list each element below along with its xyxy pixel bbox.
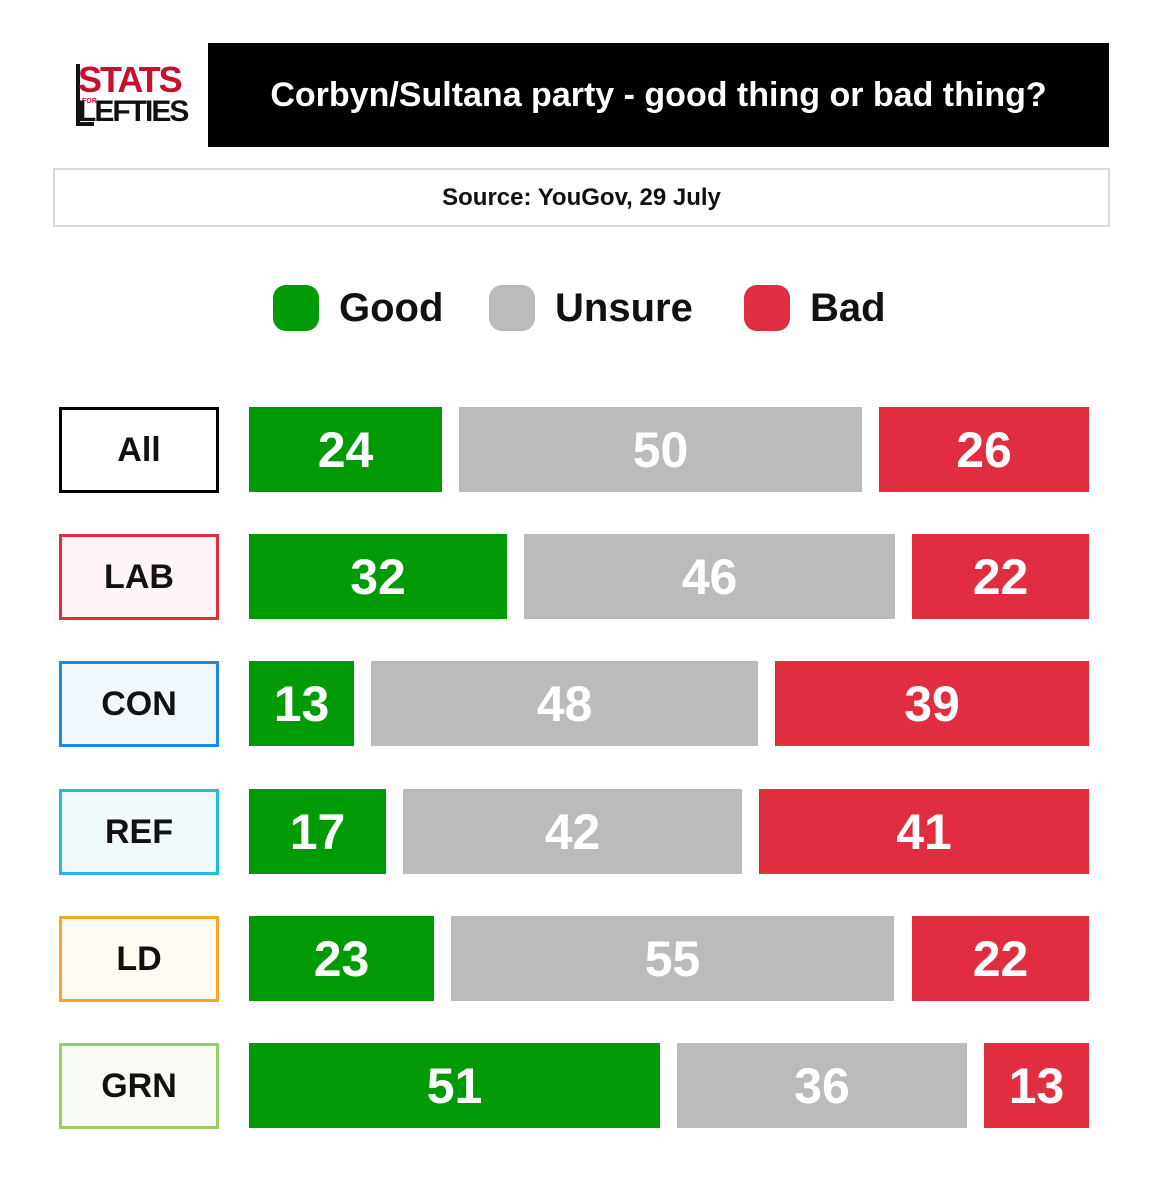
bar-segment-bad: 39 xyxy=(775,661,1089,746)
bar-value-label: 32 xyxy=(350,548,406,605)
bar-segment-good: 51 xyxy=(249,1043,660,1128)
category-label-box: GRN xyxy=(59,1043,219,1129)
bar-value-label: 42 xyxy=(544,803,601,860)
legend-item-bad: Bad xyxy=(744,282,886,334)
category-label-box: LD xyxy=(59,916,219,1002)
bar-segment-unsure: 50 xyxy=(459,407,862,492)
chart-title: Corbyn/Sultana party - good thing or bad… xyxy=(270,75,1047,114)
bar-value-label: 26 xyxy=(956,421,1012,478)
legend: Good Unsure Bad xyxy=(0,282,1165,334)
category-label: All xyxy=(117,430,161,469)
bar-value-label: 36 xyxy=(794,1057,850,1114)
legend-item-good: Good xyxy=(273,282,443,334)
category-label-box: All xyxy=(59,407,219,493)
bar-value-label: 50 xyxy=(632,421,689,478)
bar-segment-bad: 13 xyxy=(984,1043,1089,1128)
logo-for-text: FOR xyxy=(82,98,97,105)
bar-segment-unsure: 48 xyxy=(371,661,758,746)
logo-lefties-text: LEFTIES xyxy=(78,95,189,128)
logo-bracket-horizontal xyxy=(76,122,94,126)
bar-segment-bad: 41 xyxy=(759,789,1089,874)
bar-value-label: 51 xyxy=(426,1057,483,1114)
legend-swatch-good xyxy=(273,285,319,331)
bar-segment-unsure: 46 xyxy=(524,534,895,619)
logo-bracket-vertical xyxy=(76,64,80,126)
bar-value-label: 39 xyxy=(904,675,960,732)
category-label-box: REF xyxy=(59,789,219,875)
legend-label-unsure: Unsure xyxy=(555,285,693,330)
bar-value-label: 23 xyxy=(313,930,370,987)
source-text: Source: YouGov, 29 July xyxy=(442,183,721,211)
bar-value-label: 46 xyxy=(681,548,738,605)
legend-item-unsure: Unsure xyxy=(489,282,693,334)
bar-segment-good: 23 xyxy=(249,916,434,1001)
bar-segment-good: 13 xyxy=(249,661,354,746)
bar-segment-unsure: 55 xyxy=(451,916,894,1001)
bar-value-label: 48 xyxy=(536,675,593,732)
stats-for-lefties-logo: STATS FOR LEFTIES xyxy=(74,60,189,132)
source-box: Source: YouGov, 29 July xyxy=(53,168,1110,227)
category-label: LAB xyxy=(104,557,174,596)
bar-segment-unsure: 42 xyxy=(403,789,742,874)
bar-value-label: 22 xyxy=(972,548,1029,605)
bar-segment-good: 24 xyxy=(249,407,442,492)
legend-swatch-bad xyxy=(744,285,790,331)
bar-value-label: 55 xyxy=(644,930,701,987)
chart-title-banner: Corbyn/Sultana party - good thing or bad… xyxy=(208,43,1109,147)
bar-segment-bad: 22 xyxy=(912,534,1089,619)
bar-segment-good: 17 xyxy=(249,789,386,874)
category-label: REF xyxy=(105,812,173,851)
logo-stats-text: STATS xyxy=(78,59,183,100)
bar-value-label: 17 xyxy=(289,803,346,860)
legend-label-bad: Bad xyxy=(810,285,886,330)
bar-segment-bad: 26 xyxy=(879,407,1089,492)
bar-segment-good: 32 xyxy=(249,534,507,619)
bar-segment-unsure: 36 xyxy=(677,1043,967,1128)
bar-value-label: 13 xyxy=(1008,1057,1065,1114)
bar-value-label: 24 xyxy=(317,421,374,478)
bar-segment-bad: 22 xyxy=(912,916,1089,1001)
legend-swatch-unsure xyxy=(489,285,535,331)
category-label-box: CON xyxy=(59,661,219,747)
category-label-box: LAB xyxy=(59,534,219,620)
category-label: LD xyxy=(116,939,162,978)
bar-value-label: 13 xyxy=(273,675,330,732)
bar-value-label: 22 xyxy=(972,930,1029,987)
legend-label-good: Good xyxy=(339,285,444,330)
category-label: GRN xyxy=(101,1066,177,1105)
bar-value-label: 41 xyxy=(896,803,952,860)
category-label: CON xyxy=(101,684,177,723)
